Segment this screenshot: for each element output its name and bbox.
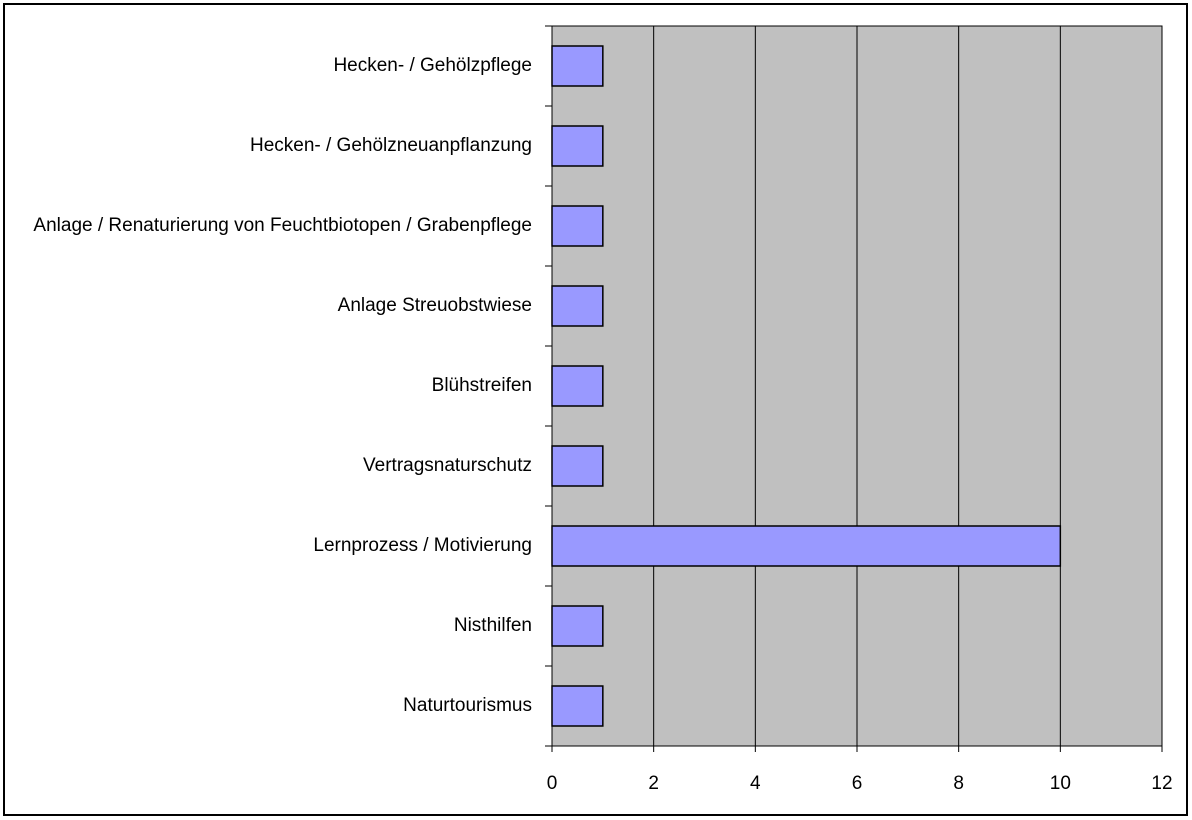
y-tick-label: Lernprozess / Motivierung — [313, 535, 532, 556]
bar — [551, 285, 604, 327]
bar — [551, 45, 604, 87]
x-tick-label: 4 — [750, 773, 761, 794]
y-tick-label: Anlage Streuobstwiese — [337, 295, 532, 316]
y-tick-label: Hecken- / Gehölzneuanpflanzung — [249, 135, 532, 156]
x-tick-label: 0 — [547, 773, 558, 794]
x-tick-label: 10 — [1050, 773, 1071, 794]
y-tick-label: Nisthilfen — [453, 615, 532, 636]
x-tick-label: 12 — [1151, 773, 1172, 794]
bar — [551, 365, 604, 407]
bar — [551, 125, 604, 167]
x-tick-label: 6 — [852, 773, 863, 794]
y-tick-label: Blühstreifen — [431, 375, 532, 396]
bar — [551, 205, 604, 247]
bar — [551, 445, 604, 487]
y-tick-label: Hecken- / Gehölzpflege — [333, 55, 532, 76]
y-tick-label: Vertragsnaturschutz — [363, 455, 532, 476]
bar — [551, 605, 604, 647]
y-tick-label: Anlage / Renaturierung von Feuchtbiotope… — [33, 215, 532, 236]
bar — [551, 685, 604, 727]
x-tick-label: 8 — [953, 773, 964, 794]
x-tick-label: 2 — [648, 773, 659, 794]
y-tick-label: Naturtourismus — [403, 695, 532, 716]
bar — [551, 525, 1062, 567]
